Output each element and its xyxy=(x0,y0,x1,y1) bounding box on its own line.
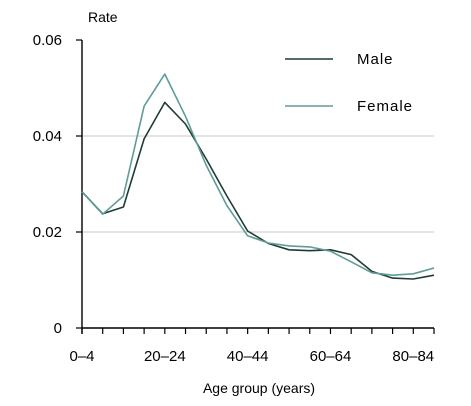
axes xyxy=(81,40,434,334)
legend-label-female: Female xyxy=(357,98,413,115)
series-lines xyxy=(81,73,435,280)
x-tick-label: 80–84 xyxy=(392,348,434,365)
y-ticks: 0 0.02 0.04 0.06 xyxy=(33,32,82,337)
grid-lines xyxy=(82,135,434,233)
x-tick-label: 0–4 xyxy=(69,348,94,365)
series-line-female xyxy=(81,73,435,277)
x-ticks: 0–4 20–24 40–44 60–64 80–84 xyxy=(69,328,435,365)
x-tick-label: 60–64 xyxy=(310,348,352,365)
y-tick-label: 0.02 xyxy=(33,224,62,241)
y-tick-label: 0.04 xyxy=(33,128,62,145)
x-tick-label: 40–44 xyxy=(227,348,269,365)
y-tick-label: 0.06 xyxy=(33,32,62,49)
series-line-male xyxy=(81,101,435,280)
x-axis-title: Age group (years) xyxy=(203,380,315,396)
legend-label-male: Male xyxy=(357,51,394,68)
y-axis-title: Rate xyxy=(88,9,118,25)
y-tick-label: 0 xyxy=(54,320,62,337)
x-tick-label: 20–24 xyxy=(144,348,186,365)
legend: Male Female xyxy=(285,51,413,115)
